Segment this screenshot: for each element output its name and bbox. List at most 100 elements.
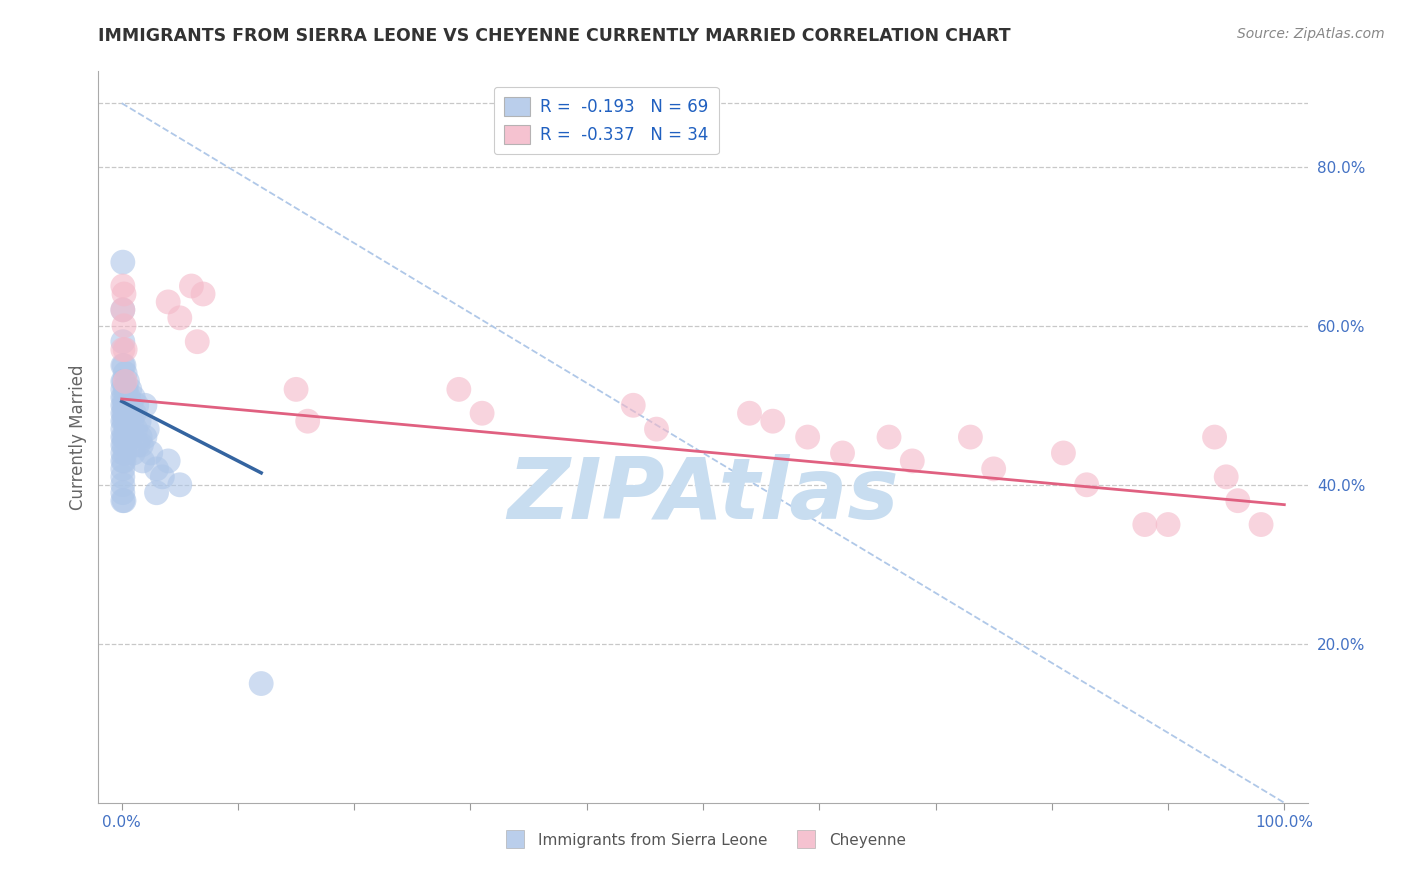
Point — [118, 383, 141, 397]
Point — [112, 430, 135, 444]
Point — [120, 430, 142, 444]
Point — [122, 446, 145, 460]
Point — [186, 334, 208, 349]
Text: Source: ZipAtlas.com: Source: ZipAtlas.com — [1237, 27, 1385, 41]
Point — [1052, 446, 1074, 460]
Point — [134, 430, 156, 444]
Point — [447, 383, 470, 397]
Point — [122, 390, 145, 404]
Point — [124, 422, 146, 436]
Point — [180, 279, 202, 293]
Point — [111, 255, 134, 269]
Point — [145, 462, 167, 476]
Point — [128, 414, 150, 428]
Point — [877, 430, 900, 444]
Point — [136, 422, 159, 436]
Point — [117, 375, 139, 389]
Point — [112, 454, 135, 468]
Point — [111, 302, 134, 317]
Point — [112, 359, 135, 373]
Point — [250, 676, 273, 690]
Point — [111, 302, 134, 317]
Point — [117, 406, 139, 420]
Point — [112, 390, 135, 404]
Point — [983, 462, 1005, 476]
Point — [115, 422, 138, 436]
Point — [112, 398, 135, 412]
Point — [114, 367, 136, 381]
Point — [145, 485, 167, 500]
Point — [111, 398, 134, 412]
Point — [157, 294, 180, 309]
Point — [645, 422, 668, 436]
Point — [114, 430, 136, 444]
Point — [124, 406, 146, 420]
Point — [114, 375, 136, 389]
Point — [111, 485, 134, 500]
Point — [118, 390, 141, 404]
Point — [157, 454, 180, 468]
Point — [114, 414, 136, 428]
Point — [831, 446, 853, 460]
Point — [285, 383, 308, 397]
Point — [134, 398, 156, 412]
Point — [111, 470, 134, 484]
Point — [111, 390, 134, 404]
Point — [112, 287, 135, 301]
Point — [169, 310, 191, 325]
Point — [762, 414, 785, 428]
Point — [111, 343, 134, 357]
Point — [111, 493, 134, 508]
Point — [129, 430, 152, 444]
Point — [796, 430, 818, 444]
Point — [1076, 477, 1098, 491]
Point — [111, 422, 134, 436]
Text: IMMIGRANTS FROM SIERRA LEONE VS CHEYENNE CURRENTLY MARRIED CORRELATION CHART: IMMIGRANTS FROM SIERRA LEONE VS CHEYENNE… — [98, 27, 1011, 45]
Point — [111, 383, 134, 397]
Point — [621, 398, 644, 412]
Point — [115, 383, 138, 397]
Point — [1133, 517, 1156, 532]
Point — [114, 406, 136, 420]
Point — [131, 438, 153, 452]
Point — [112, 406, 135, 420]
Point — [125, 398, 148, 412]
Point — [114, 446, 136, 460]
Point — [111, 454, 134, 468]
Point — [115, 398, 138, 412]
Point — [297, 414, 319, 428]
Point — [114, 398, 136, 412]
Point — [114, 383, 136, 397]
Point — [112, 493, 135, 508]
Point — [118, 422, 141, 436]
Point — [1250, 517, 1272, 532]
Point — [112, 414, 135, 428]
Point — [111, 438, 134, 452]
Point — [111, 279, 134, 293]
Point — [112, 375, 135, 389]
Legend: Immigrants from Sierra Leone, Cheyenne: Immigrants from Sierra Leone, Cheyenne — [494, 827, 912, 854]
Point — [901, 454, 924, 468]
Point — [111, 446, 134, 460]
Point — [1157, 517, 1180, 532]
Point — [150, 470, 173, 484]
Point — [111, 406, 134, 420]
Point — [471, 406, 494, 420]
Point — [1204, 430, 1226, 444]
Point — [139, 446, 162, 460]
Point — [131, 454, 153, 468]
Point — [111, 477, 134, 491]
Point — [112, 438, 135, 452]
Point — [111, 359, 134, 373]
Text: ZIPAtlas: ZIPAtlas — [508, 454, 898, 537]
Point — [1226, 493, 1249, 508]
Point — [111, 375, 134, 389]
Point — [738, 406, 761, 420]
Point — [111, 414, 134, 428]
Point — [114, 343, 136, 357]
Y-axis label: Currently Married: Currently Married — [69, 364, 87, 510]
Point — [127, 438, 149, 452]
Point — [1215, 470, 1237, 484]
Point — [169, 477, 191, 491]
Point — [120, 398, 142, 412]
